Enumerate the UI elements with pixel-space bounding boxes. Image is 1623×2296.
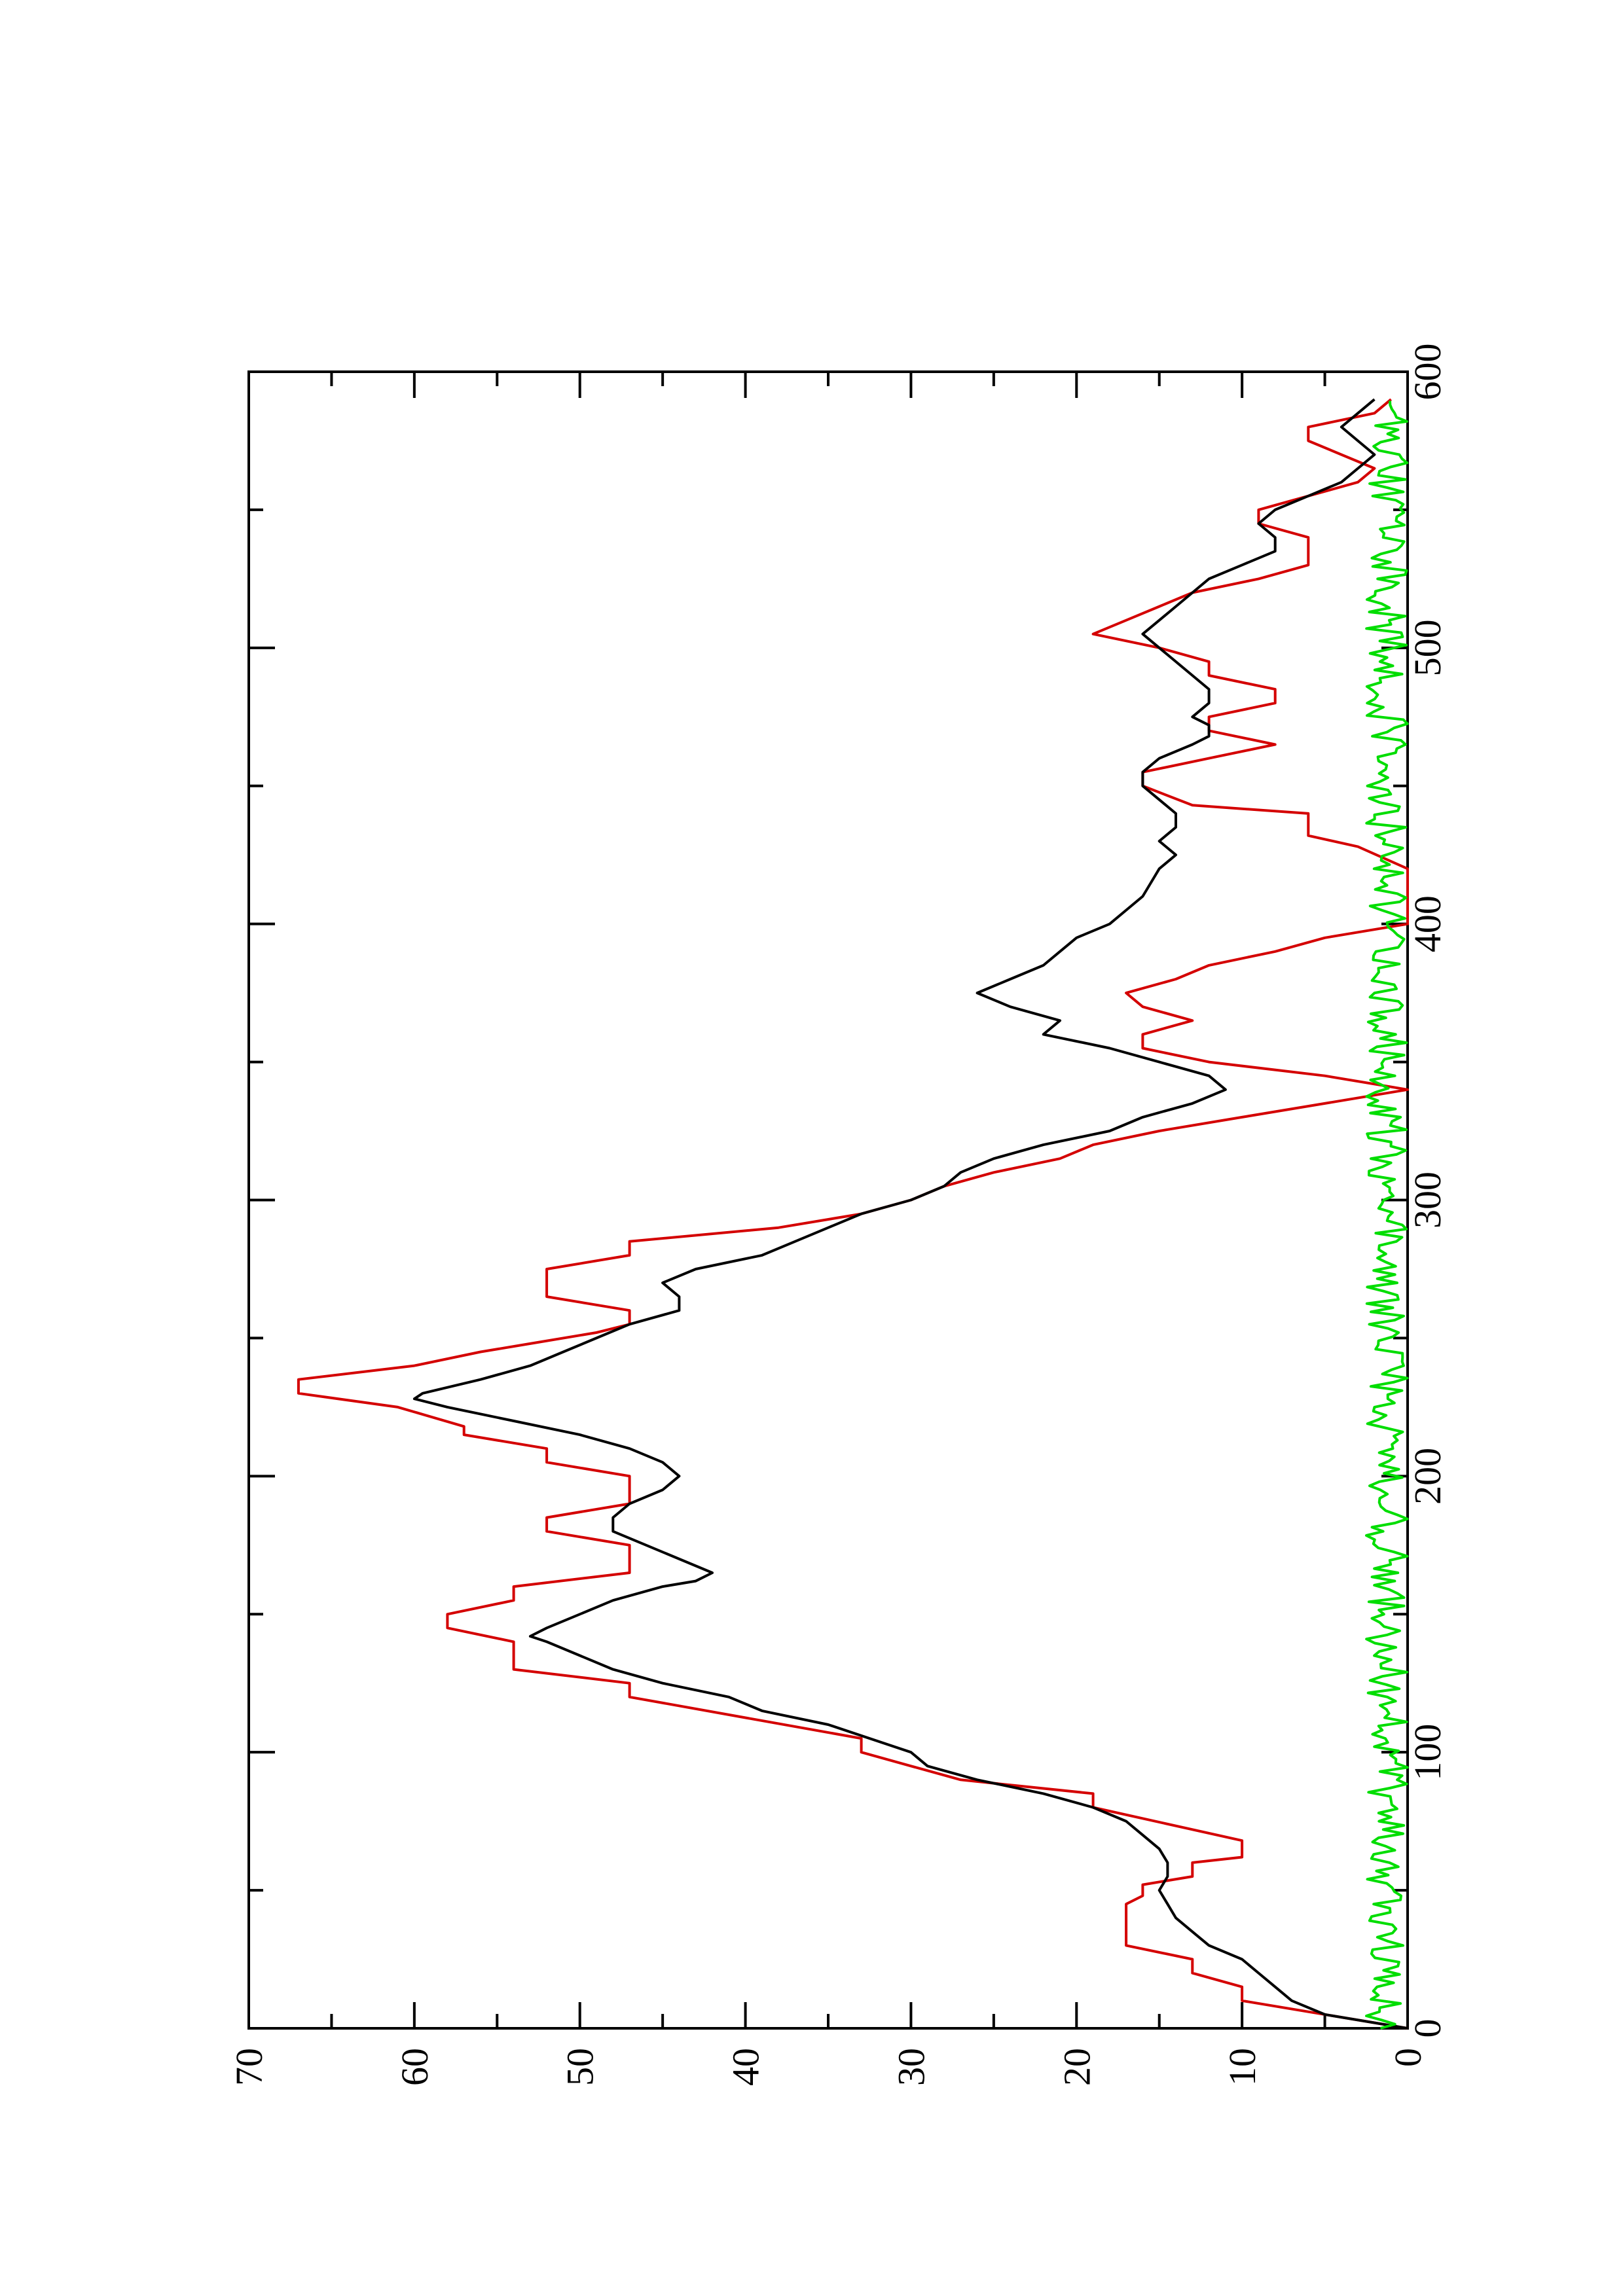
y-tick-label: 60	[393, 2048, 436, 2086]
tick-marks	[247, 370, 1409, 2030]
x-tick-label: 300	[1406, 1172, 1449, 1229]
y-tick-label: 50	[559, 2048, 602, 2086]
series-line-2	[412, 398, 1408, 2030]
series-line-1	[297, 398, 1409, 2030]
y-tick-label: 0	[1387, 2048, 1429, 2067]
series-line-3	[1365, 401, 1409, 2030]
plot-frame	[247, 370, 1409, 2030]
x-tick-label: 500	[1406, 619, 1449, 676]
y-tick-label: 30	[890, 2048, 932, 2086]
x-tick-label: 200	[1406, 1448, 1449, 1505]
tick-labels: 0 100 200 300 400 500 600 0 10 20 30 40 50 60 70	[228, 344, 1449, 2087]
x-tick-label: 600	[1406, 344, 1449, 401]
y-tick-label: 70	[228, 2048, 270, 2086]
y-tick-label: 20	[1055, 2048, 1098, 2086]
y-tick-label: 10	[1221, 2048, 1264, 2086]
x-tick-label: 400	[1406, 895, 1449, 952]
x-tick-label: 100	[1406, 1724, 1449, 1781]
x-tick-label: 0	[1406, 2019, 1449, 2038]
series-layer	[297, 398, 1409, 2030]
y-tick-label: 40	[725, 2048, 767, 2086]
